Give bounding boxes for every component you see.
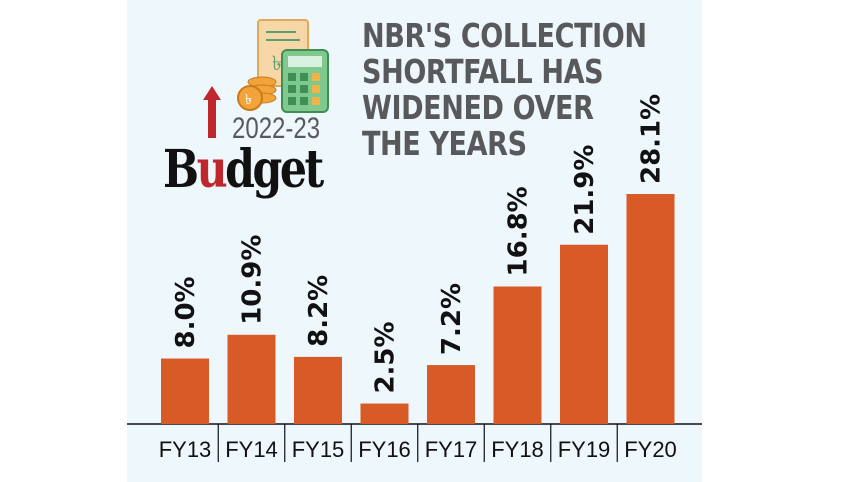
budget-year: 2022-23 (232, 112, 321, 145)
x-tick-label: FY18 (491, 437, 544, 462)
budget-wordmark: Budget (163, 139, 324, 200)
svg-text:৳: ৳ (245, 92, 252, 108)
svg-text:৳: ৳ (272, 51, 282, 75)
x-tick-label: FY14 (225, 437, 278, 462)
data-label: 28.1% (637, 94, 667, 184)
title-line: SHORTFALL HAS (362, 52, 604, 91)
budget-word-suffix: dget (225, 139, 324, 200)
budget-word-prefix: B (163, 139, 199, 200)
bar (493, 286, 542, 424)
chart-title: NBR'S COLLECTION SHORTFALL HAS WIDENED O… (362, 16, 647, 163)
data-label: 8.2% (304, 275, 334, 347)
x-tick-label: FY17 (425, 437, 478, 462)
bar (626, 194, 675, 424)
data-label: 10.9% (238, 235, 268, 325)
budget-logo: ৳ ৳ (160, 18, 340, 208)
up-arrow-icon (203, 86, 221, 138)
x-tick-label: FY16 (358, 437, 411, 462)
title-line: WIDENED OVER (362, 88, 594, 127)
x-tick-label: FY15 (292, 437, 345, 462)
data-label: 7.2% (437, 283, 467, 355)
calculator-icon (281, 49, 329, 113)
bar (294, 356, 342, 424)
title-line: NBR'S COLLECTION (362, 16, 647, 55)
bar (227, 334, 276, 424)
bar (161, 358, 209, 424)
coins-icon: ৳ (237, 76, 277, 111)
budget-word-accent: u (196, 139, 228, 200)
data-label: 16.8% (504, 186, 534, 276)
bar (560, 244, 608, 424)
x-tick-label: FY19 (558, 437, 611, 462)
x-tick-label: FY20 (624, 437, 677, 462)
data-label: 2.5% (371, 321, 401, 393)
x-tick-label: FY13 (159, 437, 212, 462)
bar (360, 403, 409, 424)
bar (427, 365, 475, 424)
data-label: 21.9% (570, 145, 600, 235)
title-line: THE YEARS (362, 124, 527, 163)
data-label: 8.0% (171, 276, 201, 348)
